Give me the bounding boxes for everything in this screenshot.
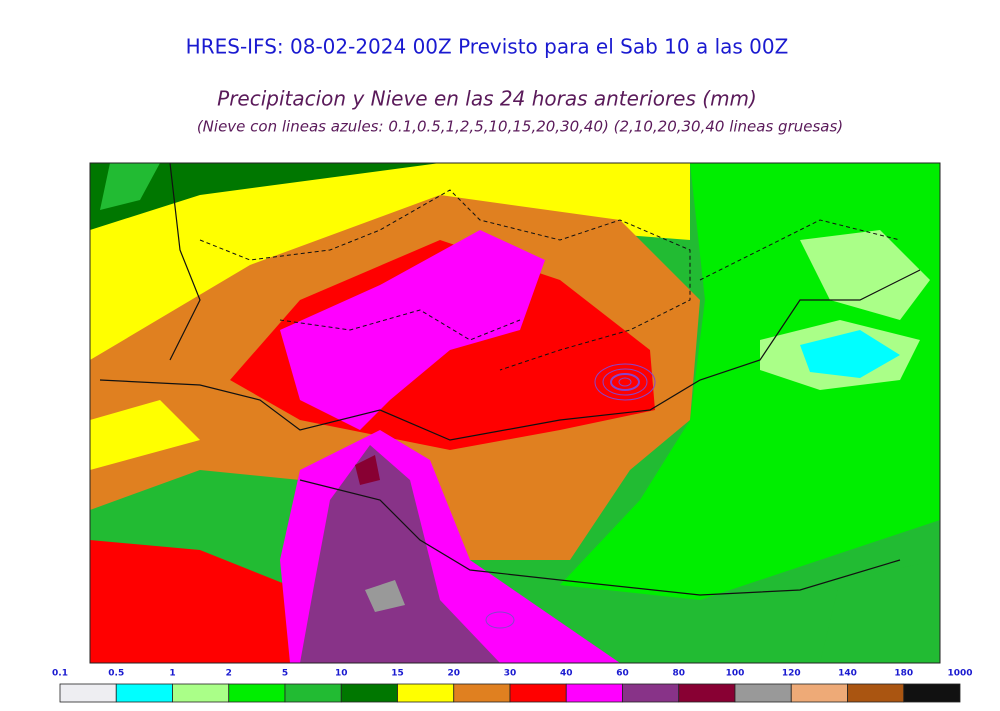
colorbar-swatch [172, 683, 230, 703]
colorbar-label: 5 [282, 669, 288, 679]
colorbar-label: 2 [226, 669, 232, 679]
colorbar-label: 0.5 [108, 669, 124, 679]
colorbar-label: 1000 [947, 669, 972, 679]
colorbar-swatch [790, 683, 848, 703]
colorbar-label: 60 [616, 669, 629, 679]
colorbar-label: 20 [447, 669, 460, 679]
colorbar-swatch [678, 683, 736, 703]
colorbar-label: 15 [391, 669, 404, 679]
colorbar-label: 140 [838, 669, 857, 679]
map-frame [89, 162, 941, 664]
colorbar-label: 100 [726, 669, 745, 679]
colorbar-swatch [622, 683, 680, 703]
colorbar-swatch [228, 683, 286, 703]
colorbar-label: 30 [504, 669, 517, 679]
map [90, 163, 940, 663]
colorbar-swatch [453, 683, 511, 703]
note: (Nieve con lineas azules: 0.1,0.5,1,2,5,… [197, 118, 843, 136]
colorbar-swatch [509, 683, 567, 703]
colorbar-swatch [903, 683, 961, 703]
colorbar-swatch [340, 683, 398, 703]
colorbar-swatch [847, 683, 905, 703]
colorbar-swatch [397, 683, 455, 703]
colorbar-swatch [115, 683, 173, 703]
colorbar-label: 1 [169, 669, 175, 679]
colorbar-swatch [565, 683, 623, 703]
colorbar-swatch [284, 683, 342, 703]
subtitle: Precipitacion y Nieve en las 24 horas an… [217, 87, 757, 111]
colorbar-label: 120 [782, 669, 801, 679]
title: HRES-IFS: 08-02-2024 00Z Previsto para e… [186, 35, 789, 59]
colorbar-label: 40 [560, 669, 573, 679]
colorbar: 0.1 0.5 1 2 5 10 15 20 30 40 60 80 100 120 140 180 1000 [52, 669, 973, 703]
colorbar-label: 10 [335, 669, 348, 679]
colorbar-swatch [59, 683, 117, 703]
colorbar-label: 80 [672, 669, 685, 679]
colorbar-label: 0.1 [52, 669, 68, 679]
colorbar-label: 180 [894, 669, 913, 679]
colorbar-swatch [734, 683, 792, 703]
